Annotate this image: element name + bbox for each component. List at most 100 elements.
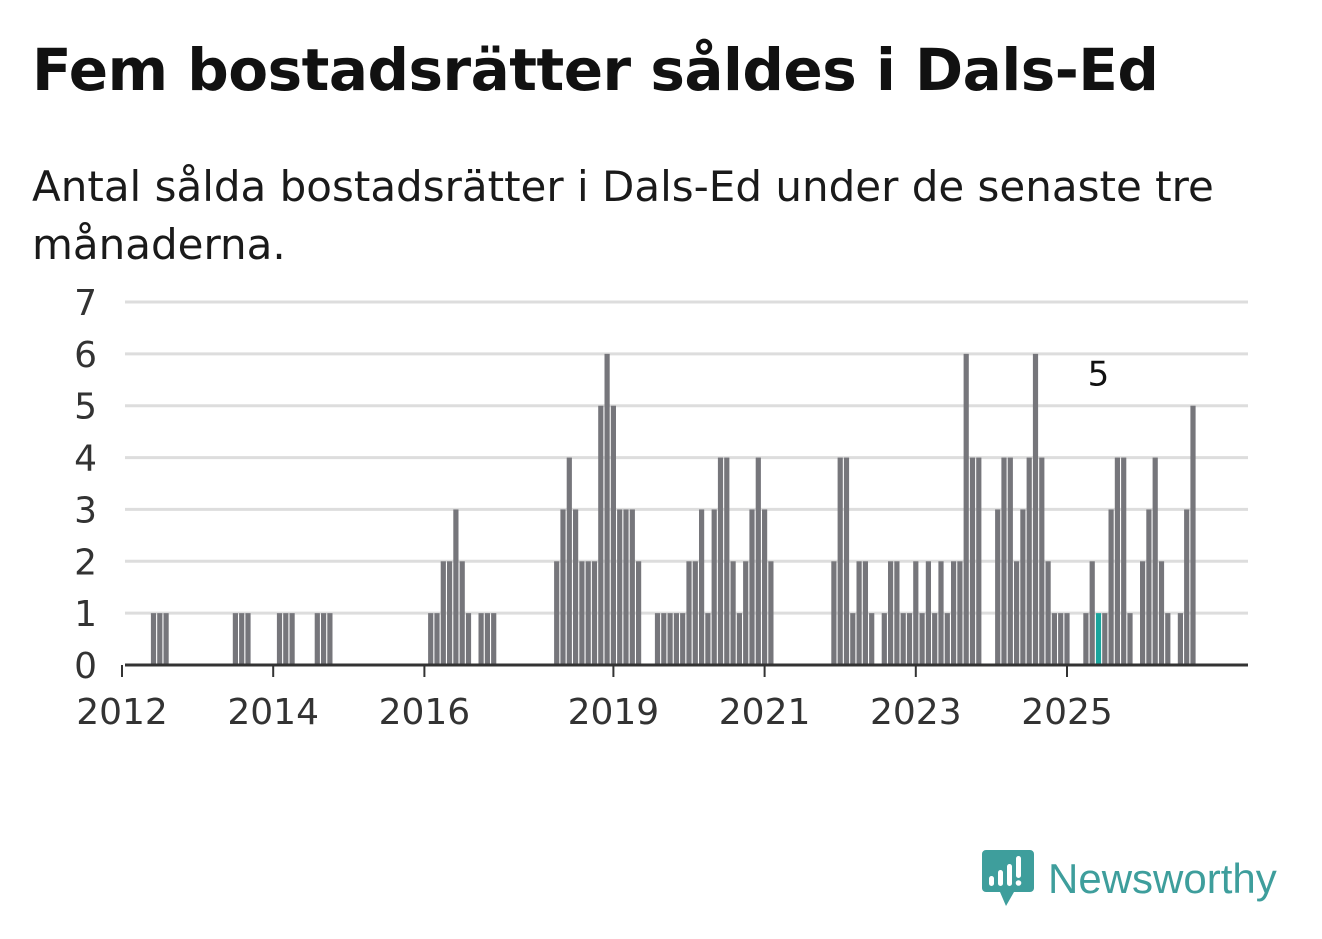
bar — [869, 613, 875, 665]
bar — [900, 613, 906, 665]
bar — [629, 509, 635, 665]
bar — [1177, 613, 1183, 665]
annotations: 5 — [1088, 355, 1110, 395]
bar — [862, 561, 868, 665]
bar — [1184, 509, 1190, 665]
bar — [976, 457, 982, 665]
y-tick-label: 4 — [74, 439, 97, 480]
bar — [717, 457, 724, 665]
bar — [1032, 353, 1039, 665]
bar — [617, 509, 623, 665]
bar — [1158, 561, 1165, 665]
bar — [1121, 457, 1127, 665]
bar — [604, 353, 610, 665]
bar — [749, 509, 755, 665]
bar — [692, 561, 698, 665]
bar — [636, 561, 642, 665]
bar — [1026, 457, 1032, 665]
bar — [610, 405, 616, 665]
newsworthy-logo: Newsworthy — [980, 848, 1277, 910]
bar — [623, 509, 629, 665]
bar — [465, 613, 472, 665]
bar — [1114, 457, 1120, 665]
bar — [661, 613, 667, 665]
bar-chart: 0 1 2 3 4 5 6 7 2012 2014 2016 2019 2021 2023 2025 5 — [74, 283, 1248, 733]
bar — [283, 613, 289, 665]
bar — [925, 561, 931, 665]
bar — [440, 561, 446, 665]
bar — [1108, 509, 1114, 665]
bar — [938, 561, 944, 665]
bar — [245, 613, 251, 665]
bar — [459, 561, 465, 665]
bar — [654, 613, 661, 665]
bar — [944, 613, 950, 665]
bar — [888, 561, 894, 665]
y-tick-label: 2 — [74, 542, 97, 583]
bar — [327, 613, 333, 665]
bar — [1045, 561, 1051, 665]
bar — [1039, 457, 1045, 665]
bar — [913, 561, 919, 665]
bar — [1152, 457, 1158, 665]
bar — [1051, 613, 1057, 665]
bar — [995, 509, 1001, 665]
y-axis-tick-labels: 0 1 2 3 4 5 6 7 — [74, 283, 97, 687]
bar — [1064, 613, 1070, 665]
bar — [1020, 509, 1026, 665]
bar — [755, 457, 761, 665]
bar — [566, 457, 572, 665]
bar — [963, 353, 969, 665]
bar — [1089, 561, 1095, 665]
x-axis-tick-labels: 2012 2014 2016 2019 2021 2023 2025 — [76, 665, 1113, 733]
bar — [428, 613, 434, 665]
bar — [1190, 405, 1196, 665]
x-tick-label: 2023 — [870, 692, 962, 733]
bar — [1146, 509, 1152, 665]
bar — [906, 613, 913, 665]
y-tick-label: 0 — [74, 646, 97, 687]
bar — [163, 613, 169, 665]
bar — [1102, 613, 1108, 665]
newsworthy-logo-icon — [982, 850, 1034, 906]
bar — [1058, 613, 1064, 665]
chart-subtitle: Antal sålda bostadsrätter i Dals-Ed unde… — [32, 162, 1214, 269]
bar — [478, 613, 484, 665]
bar — [1165, 613, 1171, 665]
bar — [585, 561, 591, 665]
bar — [667, 613, 673, 665]
bar — [837, 457, 843, 665]
brand-name: Newsworthy — [1048, 855, 1277, 902]
bar — [289, 613, 295, 665]
bar — [1014, 561, 1020, 665]
bar — [743, 561, 749, 665]
bar — [1083, 613, 1089, 665]
bar — [919, 613, 925, 665]
bar — [957, 561, 963, 665]
bar — [730, 561, 736, 665]
bar-highlight — [1095, 613, 1102, 665]
bar — [680, 613, 686, 665]
bar — [321, 613, 327, 665]
bar — [560, 509, 566, 665]
bar — [856, 561, 862, 665]
bar — [932, 613, 938, 665]
bar — [579, 561, 585, 665]
bar — [843, 457, 850, 665]
bar — [239, 613, 245, 665]
bar — [232, 613, 238, 665]
x-tick-label: 2019 — [568, 692, 660, 733]
bar — [711, 509, 717, 665]
bar — [736, 613, 742, 665]
bar — [881, 613, 887, 665]
bar — [705, 613, 711, 665]
bar — [150, 613, 157, 665]
bar — [1001, 457, 1007, 665]
bar — [554, 561, 560, 665]
bar — [1127, 613, 1133, 665]
bar — [699, 509, 705, 665]
bar — [157, 613, 163, 665]
bar — [1140, 561, 1146, 665]
bars — [150, 353, 1196, 665]
bar — [724, 457, 730, 665]
